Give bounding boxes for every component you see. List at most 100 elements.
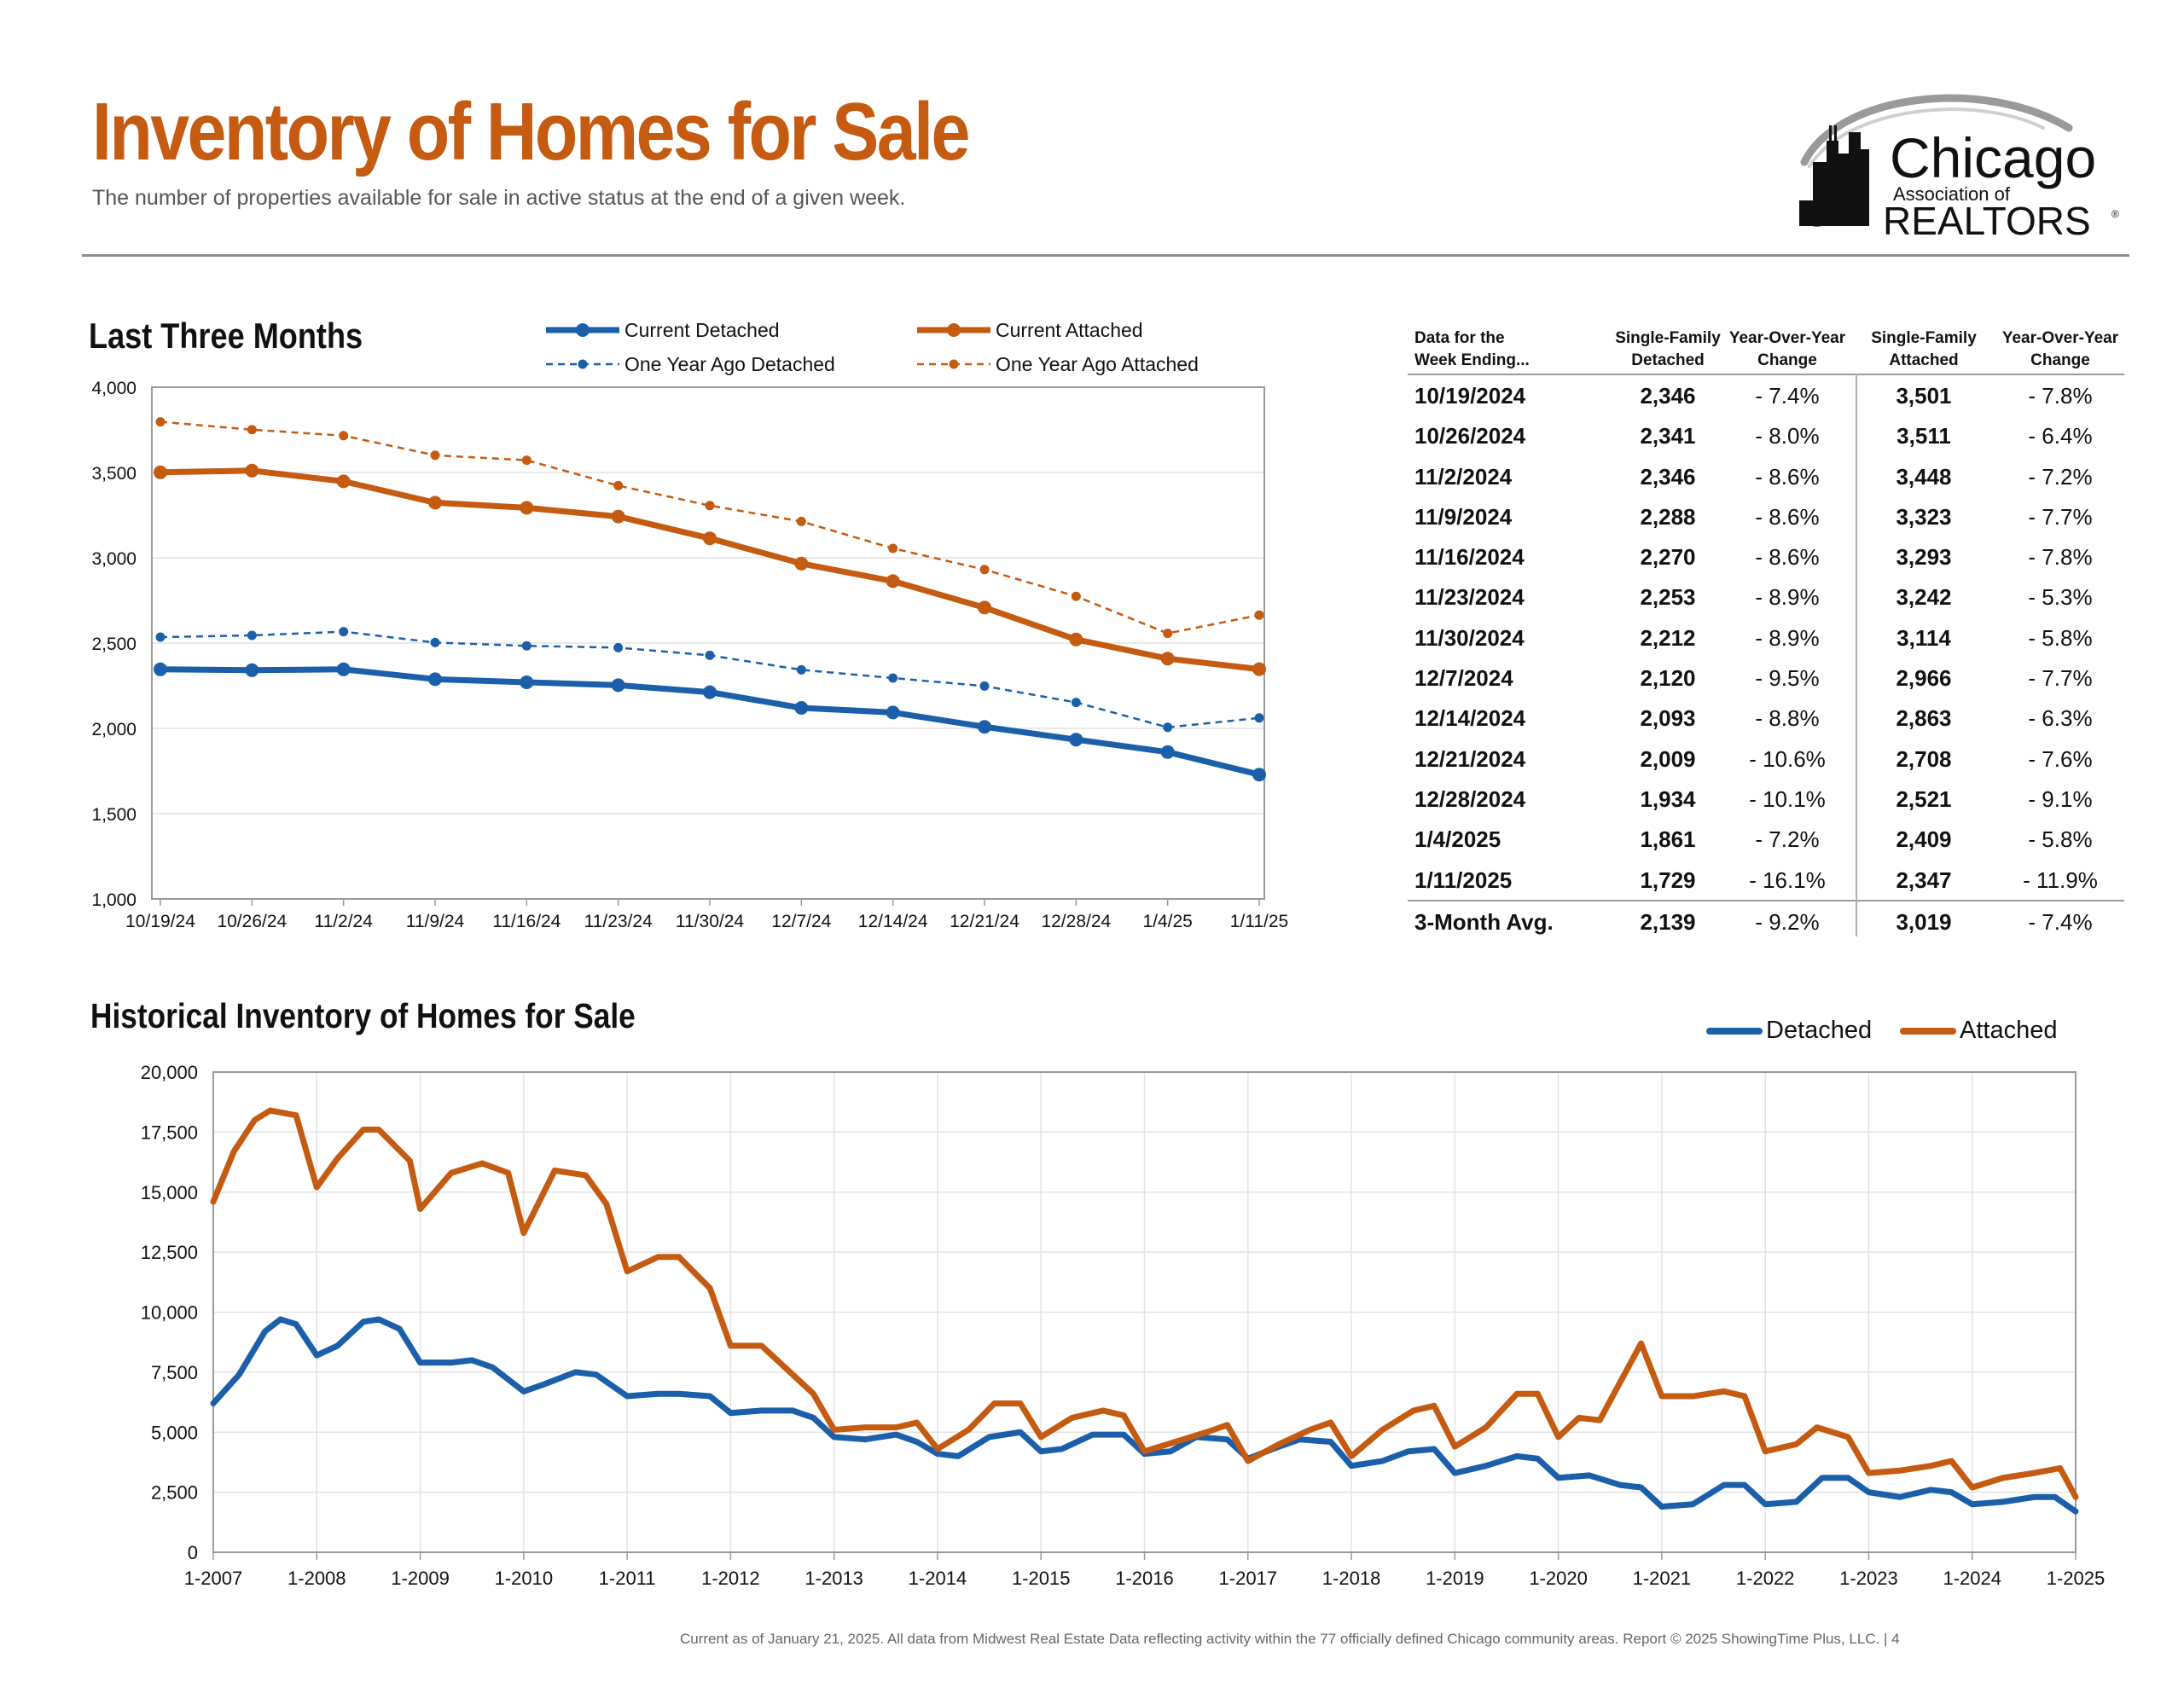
cell-detached: 1,729 [1640, 867, 1696, 893]
data-point [886, 705, 900, 720]
page-subtitle: The number of properties available for s… [92, 186, 906, 210]
x-tick-label: 1-2025 [2047, 1568, 2106, 1589]
cell-attached-yoy: - 5.3% [2028, 584, 2093, 611]
data-point [1254, 610, 1264, 620]
legend-marker [949, 359, 959, 369]
cell-week: 10/26/2024 [1414, 423, 1526, 449]
header-detached: Single-Family Detached [1615, 329, 1721, 369]
header-attached-yoy: Year-Over-Year Change [2001, 329, 2119, 369]
cell-week: 11/2/2024 [1414, 463, 1513, 490]
data-point [155, 417, 166, 427]
cell-detached-yoy: - 8.8% [1755, 705, 1820, 732]
table-row: 11/16/2024 2,270 - 8.6% 3,293 - 7.8% [1408, 536, 2124, 577]
cell-detached: 2,341 [1640, 423, 1696, 449]
legend-marker [576, 323, 590, 337]
table-row: 11/2/2024 2,346 - 8.6% 3,448 - 7.2% [1408, 456, 2124, 496]
cell-detached-yoy: - 8.9% [1755, 584, 1820, 611]
x-tick-label: 1-2012 [701, 1568, 760, 1589]
data-point [154, 465, 167, 479]
cell-week: 12/7/2024 [1414, 665, 1513, 692]
cell-attached: 3,242 [1896, 584, 1952, 611]
logo-realtors-text: REALTORS [1883, 199, 2091, 243]
data-point [1069, 733, 1083, 747]
cell-attached-yoy: - 9.1% [2028, 786, 2093, 812]
y-tick-label: 0 [188, 1542, 198, 1563]
legend-marker [578, 359, 588, 369]
table-row: 12/14/2024 2,093 - 8.8% 2,863 - 6.3% [1408, 698, 2124, 738]
legend-attached-label: Attached [1960, 1017, 2058, 1044]
table-column-divider [1856, 374, 1857, 936]
cell-attached-yoy: - 7.8% [2028, 544, 2093, 571]
table-row: 12/28/2024 1,934 - 10.1% 2,521 - 9.1% [1408, 779, 2124, 819]
data-point [979, 565, 990, 575]
cell-detached: 2,346 [1640, 383, 1696, 409]
avg-detached: 2,139 [1640, 908, 1696, 935]
data-point [796, 664, 806, 675]
cell-detached-yoy: - 10.6% [1749, 745, 1826, 772]
table-row: 1/4/2025 1,861 - 7.2% 2,409 - 5.8% [1408, 819, 2124, 859]
x-tick-label: 10/26/24 [217, 912, 287, 931]
y-tick-label: 2,500 [151, 1482, 198, 1504]
legend-label: One Year Ago Attached [996, 353, 1199, 375]
table-row: 11/30/2024 2,212 - 8.9% 3,114 - 5.8% [1408, 617, 2124, 658]
plot-border [212, 1071, 2077, 1553]
legend-label: Current Detached [624, 319, 780, 341]
data-point [247, 425, 257, 435]
weekly-data-table: Data for the Week Ending... Single-Famil… [1408, 322, 2124, 942]
cell-attached-yoy: - 7.2% [2028, 463, 2093, 490]
x-tick-label: 1-2007 [184, 1568, 243, 1589]
cell-detached: 2,093 [1640, 705, 1696, 732]
y-tick-label: 3,000 [91, 549, 136, 569]
x-tick-label: 1-2015 [1012, 1568, 1071, 1589]
y-tick-label: 5,000 [151, 1422, 198, 1443]
cell-attached-yoy: - 5.8% [2028, 826, 2093, 853]
x-tick-label: 1-2019 [1426, 1568, 1484, 1589]
cell-week: 12/28/2024 [1414, 786, 1526, 812]
table-row: 12/7/2024 2,120 - 9.5% 2,966 - 7.7% [1408, 658, 2124, 698]
table-row: 10/19/2024 2,346 - 7.4% 3,501 - 7.8% [1408, 375, 2124, 415]
data-point [430, 450, 440, 461]
data-point [611, 509, 625, 524]
cell-detached-yoy: - 16.1% [1749, 867, 1826, 893]
cell-week: 12/21/2024 [1414, 745, 1526, 772]
cell-detached-yoy: - 9.5% [1755, 665, 1820, 692]
x-tick-label: 12/14/24 [858, 912, 928, 931]
cell-detached-yoy: - 7.2% [1755, 826, 1820, 853]
cell-week: 12/14/2024 [1414, 705, 1526, 732]
avg-attached: 3,019 [1896, 908, 1952, 935]
avg-detached-yoy: - 9.2% [1755, 908, 1820, 935]
table-row: 10/26/2024 2,341 - 8.0% 3,511 - 6.4% [1408, 415, 2124, 455]
cell-detached-yoy: - 8.6% [1755, 503, 1820, 530]
plot-border [151, 386, 1265, 900]
data-point [520, 675, 534, 689]
x-tick-label: 1-2016 [1115, 1568, 1174, 1589]
data-point [428, 496, 442, 510]
table-row: 12/21/2024 2,009 - 10.6% 2,708 - 7.6% [1408, 739, 2124, 779]
cell-attached: 3,511 [1896, 423, 1951, 449]
last-three-months-chart: 1,000 1,500 2,000 2,500 3,000 3,500 4,000 10/19… [91, 319, 1288, 931]
table-avg-row: 3-Month Avg. 2,139 - 9.2% 3,019 - 7.4% [1408, 899, 2124, 942]
cell-detached: 1,934 [1640, 786, 1696, 812]
cell-detached: 2,253 [1640, 584, 1696, 611]
data-point [611, 678, 625, 693]
data-point [1252, 662, 1266, 676]
cell-attached-yoy: - 5.8% [2028, 624, 2093, 651]
table-header: Data for the Week Ending... Single-Famil… [1408, 322, 2124, 375]
data-point [705, 501, 715, 511]
data-point [888, 673, 898, 683]
series-line-one-year-ago-attached [160, 420, 1260, 635]
cell-week: 11/16/2024 [1414, 544, 1525, 571]
cell-attached: 2,409 [1896, 826, 1952, 853]
data-point [520, 501, 534, 515]
x-tick-label: 1-2021 [1633, 1568, 1692, 1589]
legend-detached-swatch [1706, 1028, 1763, 1035]
legend-label: Current Attached [996, 319, 1143, 341]
cell-attached-yoy: - 7.8% [2028, 383, 2093, 409]
section-title-historical: Historical Inventory of Homes for Sale [90, 996, 636, 1035]
y-tick-label: 2,000 [91, 720, 136, 739]
cell-detached: 1,861 [1640, 826, 1696, 853]
cell-attached-yoy: - 6.4% [2028, 423, 2093, 449]
y-tick-label: 10,000 [141, 1302, 198, 1324]
x-tick-label: 11/9/24 [406, 912, 465, 931]
data-point [703, 531, 717, 546]
